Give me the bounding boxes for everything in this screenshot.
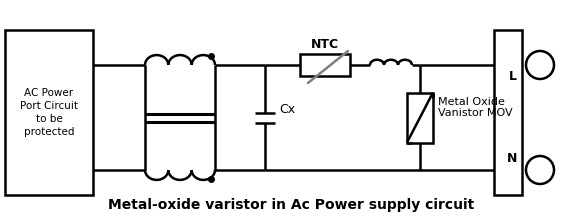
Bar (494, 30, 522, 195)
Text: NTC: NTC (311, 38, 339, 51)
Text: N: N (506, 152, 517, 165)
Text: L: L (509, 70, 517, 83)
Text: Cx: Cx (279, 103, 295, 116)
Bar (300, 54, 350, 76)
Text: Metal-oxide varistor in Ac Power supply circuit: Metal-oxide varistor in Ac Power supply … (108, 198, 474, 212)
Bar (5, 30, 93, 195)
Bar (407, 92, 433, 143)
Text: Metal Oxide
Vanistor MOV: Metal Oxide Vanistor MOV (438, 97, 513, 118)
Text: AC Power
Port Circuit
to be
protected: AC Power Port Circuit to be protected (20, 88, 78, 137)
